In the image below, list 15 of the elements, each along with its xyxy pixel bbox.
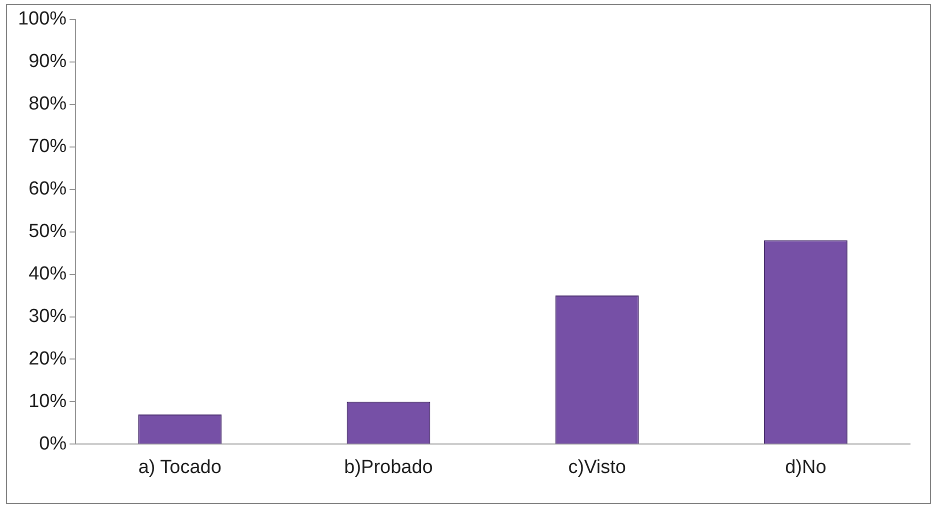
y-tick-label: 10% (28, 390, 67, 412)
x-tick-label: a) Tocado (138, 456, 222, 478)
y-tick-label: 80% (28, 94, 67, 115)
x-tick-label: b)Probado (344, 456, 433, 478)
y-tick-label: 30% (28, 306, 67, 327)
y-tick-label: 90% (28, 51, 67, 72)
y-tick-label: 20% (28, 348, 67, 370)
y-tick-label: 60% (28, 178, 67, 200)
y-tick-label: 100% (18, 8, 67, 30)
y-tick-label: 0% (39, 433, 67, 454)
x-tick-label: d)No (785, 456, 826, 478)
y-tick-label: 70% (28, 136, 67, 158)
x-tick-label: c)Visto (568, 456, 626, 478)
y-tick-label: 50% (28, 221, 67, 242)
y-tick-label: 40% (28, 264, 67, 285)
